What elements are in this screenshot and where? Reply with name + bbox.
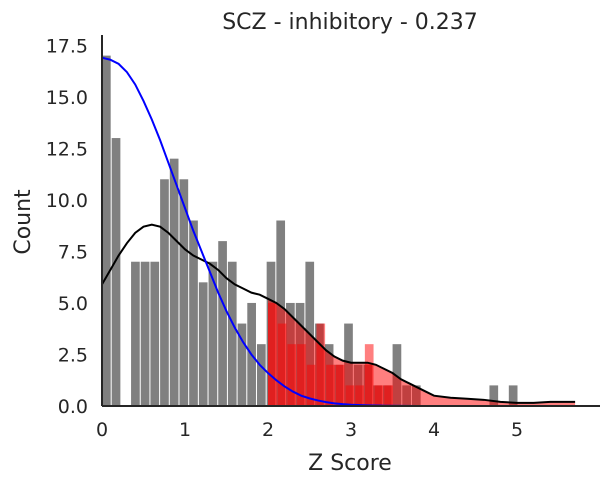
highlight-bar (277, 323, 287, 406)
y-tick-label: 5.0 (58, 293, 88, 315)
highlight-bar (306, 364, 316, 406)
histogram-bar (489, 385, 499, 406)
y-tick-label: 17.5 (46, 35, 88, 57)
histogram-bar (198, 282, 208, 406)
histogram-bar (189, 220, 198, 406)
x-tick-label: 0 (96, 419, 108, 441)
x-tick-label: 1 (179, 419, 191, 441)
chart-title: SCZ - inhibitory - 0.237 (222, 10, 478, 35)
highlight-bar (287, 344, 297, 406)
histogram-bar (102, 55, 111, 406)
highlight-bar (335, 364, 345, 406)
x-tick-label: 5 (511, 419, 523, 441)
y-tick-labels: 0.0 2.5 5.0 7.5 10.0 12.5 15.0 17.5 (46, 35, 88, 418)
y-axis-title: Count (11, 189, 36, 255)
histogram-bar (256, 344, 266, 406)
x-tick-label: 4 (428, 419, 440, 441)
x-axis-title: Z Score (308, 451, 392, 476)
axes (101, 35, 600, 407)
histogram-bar (208, 261, 218, 406)
y-tick-label: 2.5 (58, 344, 88, 366)
y-tick-label: 12.5 (46, 138, 88, 160)
y-tick-label: 7.5 (58, 241, 88, 263)
highlight-area (268, 298, 576, 406)
histogram-bar (131, 261, 140, 406)
histogram-bar (150, 261, 160, 406)
x-tick-label: 2 (262, 419, 274, 441)
histogram-bar (169, 158, 179, 406)
highlight-bar (268, 302, 277, 406)
histogram-bar (111, 138, 121, 407)
kde-curve (101, 223, 576, 404)
highlight-bar (384, 385, 393, 406)
highlight-bar (297, 344, 306, 406)
highlight-bar (355, 385, 364, 406)
highlight-bar (364, 344, 374, 406)
x-tick-label: 3 (345, 419, 357, 441)
histogram-bar (140, 261, 150, 406)
highlight-bar (345, 385, 355, 406)
highlight-region (268, 298, 576, 406)
highlight-bar (316, 323, 326, 406)
histogram-bar (160, 179, 169, 406)
histogram-bar (218, 241, 227, 406)
y-tick-label: 15.0 (46, 87, 88, 109)
histogram-bar (508, 385, 518, 406)
histogram-bar (237, 323, 247, 406)
highlight-bar (374, 385, 384, 406)
histogram-bar (227, 261, 237, 406)
highlight-bar (326, 364, 335, 406)
y-tick-label: 10.0 (46, 190, 88, 212)
histogram-bar (179, 179, 189, 406)
y-tick-label: 0.0 (58, 396, 88, 418)
x-tick-labels: 0 1 2 3 4 5 (96, 419, 523, 441)
